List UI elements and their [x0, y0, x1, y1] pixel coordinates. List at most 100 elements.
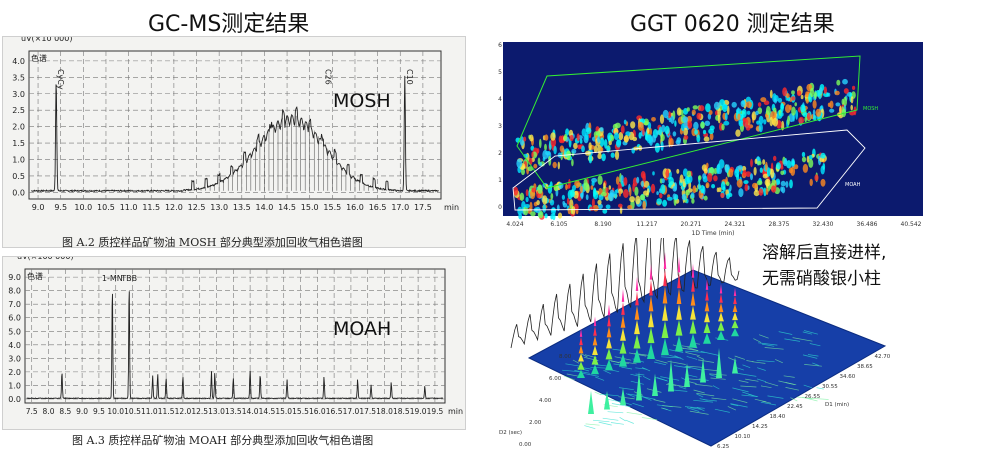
y-axis-unit: uV(×10 000) — [21, 37, 72, 43]
contour-spot — [625, 131, 631, 137]
contour-spot — [638, 132, 642, 139]
contour-spot — [558, 182, 564, 189]
contour-spot — [599, 127, 604, 132]
contour-spot — [602, 208, 608, 214]
surface-peak — [731, 320, 739, 329]
surface-ridge — [745, 378, 759, 382]
contour-spot — [618, 132, 624, 141]
contour-spot — [735, 129, 741, 137]
contour-spot — [645, 131, 648, 141]
x-tick-label: 13.0 — [210, 203, 228, 212]
contour-spot — [794, 102, 797, 107]
surface-ridge — [598, 421, 612, 426]
contour-spot — [581, 145, 585, 153]
mosh-caption: 图 A.2 质控样品矿物油 MOSH 部分典型添加回收气相色谱图 — [62, 236, 363, 249]
contour-spot — [597, 136, 601, 143]
surface-peak — [647, 327, 655, 344]
y-tick-label: 2 — [498, 150, 502, 157]
surface-ridge — [742, 364, 751, 369]
contour-spot — [571, 206, 576, 215]
contour-spot — [717, 114, 721, 124]
contour-spot — [764, 178, 771, 187]
contour-spot — [753, 190, 760, 197]
contour-spot — [750, 173, 753, 181]
surface-peak — [621, 288, 625, 302]
contour-spot — [758, 123, 763, 133]
contour-spot — [720, 192, 725, 198]
mosh-chromatogram-panel: 0.0 0.5 1.0 1.5 2.0 2.5 3.0 3.5 4.0 9.0 9.5 10.0 10.… — [2, 34, 466, 248]
contour-spot — [703, 195, 708, 201]
contour-spot — [682, 116, 689, 123]
surface-peak — [649, 263, 653, 280]
contour-spot — [756, 180, 763, 186]
x-tick-label: 11.217 — [637, 221, 658, 228]
contour-spot — [802, 163, 809, 173]
x-tick-label: 16.5 — [369, 203, 387, 212]
contour-spot — [750, 158, 753, 168]
y-tick-label: 4.00 — [539, 398, 552, 404]
surface-peak — [732, 357, 738, 374]
contour-spot — [791, 96, 796, 101]
surface-ridge — [699, 398, 708, 401]
contour-spot — [613, 132, 620, 140]
x-tick-label: 16.0 — [309, 407, 326, 416]
contour-spot — [588, 154, 593, 164]
contour-spot — [593, 145, 598, 153]
contour-spot — [765, 161, 768, 171]
y-tick-label: 2.0 — [12, 123, 25, 132]
contour-spot — [573, 142, 578, 150]
projection-trace — [510, 222, 740, 349]
surface-ridge — [796, 396, 812, 399]
contour-spot — [619, 205, 623, 215]
contour-spot — [698, 175, 702, 181]
surface-ridge — [641, 417, 658, 420]
contour-spot — [783, 159, 788, 167]
contour-spot — [559, 145, 565, 153]
contour-spot — [736, 178, 743, 188]
contour-spot — [769, 89, 773, 99]
y-tick-label: 7.0 — [8, 300, 21, 309]
contour-spot — [641, 180, 644, 188]
surface-ridge — [807, 354, 819, 357]
contour-spot — [759, 167, 763, 173]
contour-spot — [565, 183, 568, 191]
contour-spot — [717, 107, 721, 118]
contour-spot — [692, 185, 697, 194]
contour-spot — [763, 187, 767, 197]
x-tick-label: 36.486 — [857, 221, 878, 228]
surface-peak — [704, 311, 710, 323]
surface-peak — [703, 322, 711, 334]
surface-ridge — [732, 398, 748, 403]
contour-spot — [588, 142, 592, 151]
surface-peak — [591, 364, 599, 375]
surface-peak — [633, 348, 641, 363]
contour-spot — [519, 136, 525, 146]
y-tick-label: 2.5 — [12, 106, 25, 115]
contour-spot — [536, 200, 540, 206]
x-tick-label: 14.25 — [752, 424, 768, 430]
surface-peak — [718, 302, 724, 313]
surface-ridge — [753, 338, 762, 343]
contour-spot — [758, 188, 764, 196]
contour-spot — [584, 132, 589, 141]
contour-spot — [674, 120, 677, 127]
x-tick-label: 18.5 — [393, 407, 410, 416]
contour-spot — [703, 136, 710, 142]
surface-ridge — [785, 387, 799, 391]
contour-spot — [597, 153, 602, 160]
surface-peak — [705, 289, 709, 301]
x-axis-label: D1 (min) — [825, 402, 849, 408]
contour-spot — [829, 108, 835, 113]
contour-spot — [780, 112, 784, 117]
contour-spot — [802, 112, 808, 118]
contour-spot — [696, 134, 701, 143]
contour-spot — [544, 213, 548, 219]
x-tick-label: 13.0 — [208, 407, 225, 416]
contour-spot — [623, 119, 627, 125]
contour-spot — [668, 111, 671, 120]
contour-spot — [542, 149, 548, 160]
surface-ridge — [746, 360, 754, 363]
contour-spot — [601, 153, 606, 162]
surface-ridge — [741, 394, 759, 398]
contour-spot — [723, 120, 730, 126]
